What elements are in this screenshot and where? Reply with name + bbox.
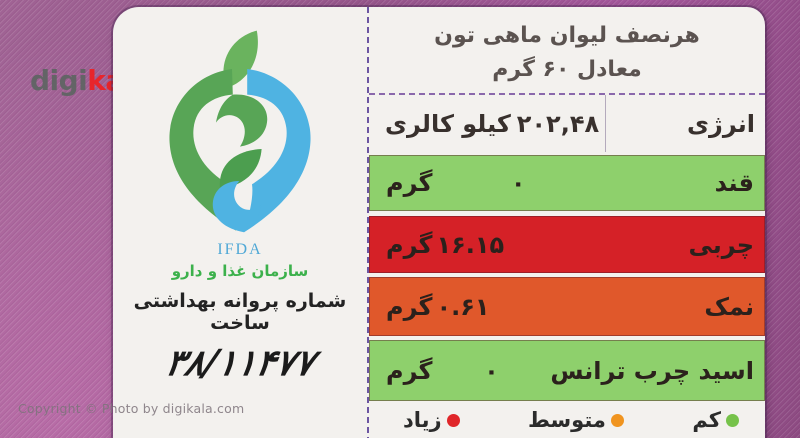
high-level-dot-icon (446, 413, 460, 427)
fat-label: چربی (688, 230, 754, 259)
legend-high-label: زیاد (403, 408, 442, 432)
sugar-value: ۰ (510, 169, 526, 197)
medium-level-dot-icon (610, 413, 624, 427)
sugar-label: قند (714, 169, 754, 197)
energy-label: انرژی (605, 95, 755, 152)
digikala-logo-digi: digi (30, 64, 88, 97)
legend-low-label: کم (692, 408, 721, 432)
photo-copyright-watermark: Copyright © Photo by digikala.com (18, 401, 245, 416)
transfat-unit: گرم (386, 356, 433, 385)
ifda-org-name: سازمان غذا و دارو (171, 262, 309, 280)
salt-value: ۰.۶۱ (436, 292, 490, 321)
nutrition-label-card: IFDA سازمان غذا و دارو شماره پروانه بهدا… (113, 7, 765, 438)
nutrition-row-salt: نمک ۰.۶۱ گرم (369, 277, 765, 336)
ifda-acronym: IFDA (217, 241, 263, 258)
nutrition-header: هرنصف لیوان ماهی تون معادل ۶۰ گرم (369, 7, 765, 95)
energy-value: ۲۰۲,۴۸ (516, 109, 600, 138)
transfat-value: ۰ (484, 356, 499, 385)
license-number: ۳۸/۱۱۴۷۷ (162, 343, 318, 384)
nutrition-table: هرنصف لیوان ماهی تون معادل ۶۰ گرم انرژی … (367, 7, 765, 438)
serving-size-line1: هرنصف لیوان ماهی تون (434, 23, 700, 48)
sugar-unit: گرم (386, 169, 433, 197)
nutrition-row-energy: انرژی ۲۰۲,۴۸ کیلو کالری (369, 95, 765, 152)
nutrition-row-transfat: اسید چرب ترانس ۰ گرم (369, 340, 765, 401)
transfat-label: اسید چرب ترانس (550, 356, 754, 385)
salt-unit: گرم (386, 292, 433, 321)
license-title: شماره پروانه بهداشتی ساخت (133, 290, 347, 334)
ifda-certification-panel: IFDA سازمان غذا و دارو شماره پروانه بهدا… (113, 7, 367, 384)
fat-unit: گرم (386, 230, 433, 259)
ifda-apple-logo-icon (169, 30, 311, 233)
energy-unit: کیلو کالری (385, 109, 511, 138)
legend-medium-label: متوسط (528, 408, 606, 432)
legend-item-medium: متوسط (528, 408, 624, 432)
salt-label: نمک (704, 292, 754, 321)
fat-value: ۱۶.۱۵ (436, 230, 505, 259)
legend-item-low: کم (692, 408, 739, 432)
nutrition-row-sugar: قند ۰ گرم (369, 155, 765, 211)
serving-size-line2: معادل ۶۰ گرم (492, 57, 642, 83)
nutrition-row-fat: چربی ۱۶.۱۵ گرم (369, 216, 765, 273)
traffic-light-legend: کم متوسط زیاد (369, 401, 765, 438)
low-level-dot-icon (726, 413, 739, 427)
legend-item-high: زیاد (403, 408, 460, 432)
